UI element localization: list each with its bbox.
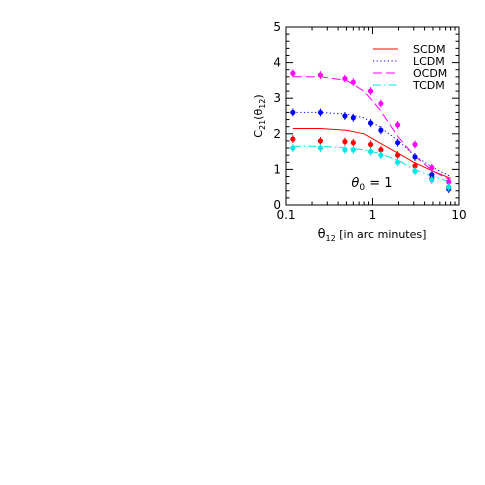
x-axis-label: θ12 [in arc minutes] (318, 227, 427, 243)
curve-lcdm (292, 111, 451, 177)
x-axis: 0.1 1 10 (276, 27, 467, 222)
point-tcdm (446, 184, 452, 190)
point-ocdm (378, 100, 384, 107)
point-ocdm (367, 88, 374, 94)
point-tcdm (367, 149, 374, 155)
legend-label: OCDM (413, 67, 447, 80)
point-scdm (367, 141, 374, 148)
point-lcdm (378, 127, 384, 133)
y-axis: 0 1 2 3 4 5 (273, 20, 459, 212)
point-scdm (394, 152, 401, 158)
point-lcdm (342, 113, 348, 119)
y-tick-label: 3 (273, 91, 281, 105)
point-tcdm (290, 145, 296, 151)
point-tcdm (394, 159, 401, 165)
model-curves (292, 76, 451, 183)
point-ocdm (342, 76, 348, 82)
point-ocdm (394, 122, 401, 128)
point-ocdm (446, 179, 452, 185)
point-ocdm (412, 141, 418, 148)
y-axis-label: C21(θ12) (252, 94, 267, 137)
point-ocdm (350, 79, 356, 85)
y-tick-label: 2 (273, 127, 281, 141)
x-tick-label: 10 (451, 208, 466, 222)
point-ocdm (290, 70, 296, 76)
legend-label: TCDM (412, 79, 445, 92)
curve-ocdm (292, 76, 451, 181)
y-tick-label: 1 (273, 162, 281, 176)
point-ocdm (429, 165, 435, 171)
legend-label: SCDM (413, 43, 446, 56)
point-scdm (317, 138, 324, 144)
point-lcdm (290, 109, 296, 116)
y-tick-label: 4 (273, 56, 281, 70)
point-lcdm (367, 120, 374, 126)
x-tick-label: 0.1 (276, 208, 295, 222)
point-scdm (378, 147, 384, 153)
point-lcdm (317, 109, 324, 116)
point-tcdm (317, 145, 324, 151)
point-lcdm (350, 115, 356, 121)
point-scdm (342, 139, 348, 145)
curve-scdm (292, 128, 451, 179)
point-tcdm (429, 177, 435, 183)
point-tcdm (412, 168, 418, 174)
legend-label: LCDM (413, 55, 445, 68)
point-tcdm (342, 147, 348, 153)
curve-tcdm (292, 145, 451, 183)
point-scdm (350, 140, 356, 146)
point-scdm (412, 163, 418, 169)
point-lcdm (429, 172, 435, 178)
theta0-annotation: θ0 = 1 (351, 176, 392, 193)
x-tick-label: 1 (369, 208, 377, 222)
point-lcdm (412, 154, 418, 160)
data-points (290, 69, 452, 193)
point-scdm (290, 136, 296, 142)
point-ocdm (317, 72, 324, 78)
point-tcdm (378, 152, 384, 158)
y-tick-label: 5 (273, 20, 281, 34)
point-lcdm (394, 140, 401, 146)
y-tick-label: 0 (273, 198, 281, 212)
point-tcdm (350, 147, 356, 153)
